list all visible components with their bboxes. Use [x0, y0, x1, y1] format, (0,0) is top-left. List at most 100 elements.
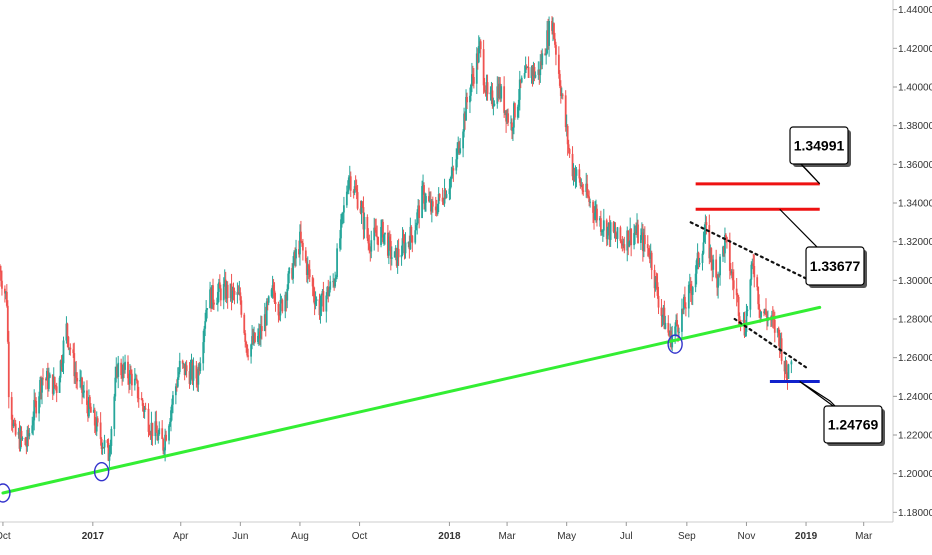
candle-body [668, 332, 671, 337]
candle-body [161, 428, 164, 439]
candle-body [443, 190, 446, 204]
candle-body [202, 342, 205, 364]
candle-body [605, 220, 608, 240]
candle-body [776, 328, 779, 333]
candle-body [188, 371, 191, 384]
candle-body [339, 238, 341, 249]
candle-body [471, 74, 474, 77]
candle-body [703, 235, 706, 243]
candle-body [273, 290, 276, 303]
candle-body [646, 244, 649, 249]
candle-body [79, 380, 82, 382]
candle-body [34, 399, 37, 401]
candle-body [429, 200, 432, 212]
candle-body [778, 335, 781, 349]
candle-body [87, 404, 89, 417]
y-tick-label: 1.28000 [898, 315, 932, 326]
candle-body [260, 326, 263, 332]
trendlines-layer [1, 221, 822, 495]
candle-body [548, 20, 550, 46]
candle-body [295, 249, 297, 259]
candle-body [72, 349, 75, 354]
candle-body [326, 287, 329, 296]
candle-body [332, 281, 335, 283]
candle-body [712, 259, 715, 270]
candle-body [313, 296, 316, 305]
candle-body [86, 390, 88, 405]
candle-body [612, 222, 615, 232]
candle-body [787, 364, 790, 379]
candle-body [284, 294, 287, 312]
candle-body [115, 366, 118, 378]
candle-body [353, 186, 356, 193]
candle-body [524, 66, 527, 74]
candle-body [499, 83, 502, 99]
candle-body [566, 125, 569, 145]
candle-body [507, 113, 509, 123]
candle-body [743, 319, 746, 336]
candle-body [218, 282, 221, 289]
candle-body [135, 378, 138, 381]
candle-body [496, 86, 499, 104]
candle-body [143, 408, 146, 412]
candle-body [745, 311, 748, 332]
candle-body [198, 367, 201, 372]
candle-body [430, 201, 433, 212]
candle-body [445, 194, 448, 198]
candle-body [544, 53, 547, 56]
candle-body [144, 408, 147, 410]
candle-body [431, 201, 434, 207]
candle-body [340, 219, 342, 239]
candle-body [319, 306, 322, 316]
candle-body [662, 307, 665, 316]
candle-body [702, 242, 705, 254]
candle-body [342, 212, 344, 214]
candle-body [253, 332, 255, 344]
candle-body [465, 96, 467, 121]
candle-body [14, 423, 17, 435]
x-tick-label: Oct [352, 531, 368, 542]
candle-body [523, 73, 526, 78]
candle-body [384, 232, 386, 235]
candle-body [300, 231, 302, 242]
candle-body [683, 296, 686, 308]
candle-body [129, 370, 131, 384]
candle-body [619, 227, 622, 241]
candle-body [759, 309, 762, 318]
candle-body [246, 344, 249, 356]
candle-body [395, 247, 398, 266]
callout-1.24769: 1.24769 [799, 380, 885, 446]
candle-body [172, 395, 174, 405]
green-trendline [1, 305, 822, 495]
candle-body [204, 321, 207, 329]
candle-body [538, 69, 541, 76]
candle-body [356, 192, 359, 209]
candle-body [13, 422, 16, 424]
candle-body [409, 226, 412, 250]
x-tick-label: 2018 [438, 531, 461, 542]
candle-body [18, 431, 21, 449]
candle-body [149, 434, 152, 436]
candle-body [669, 330, 672, 337]
candle-body [24, 437, 27, 446]
candle-body [677, 325, 679, 333]
candle-body [573, 169, 576, 181]
candle-body [719, 256, 721, 276]
callout-box [789, 126, 849, 165]
candle-body [164, 434, 167, 451]
candle-body [346, 190, 349, 192]
candle-body [404, 242, 407, 254]
candle-body [512, 127, 514, 131]
candle-body [195, 365, 198, 379]
candle-body [451, 168, 454, 176]
candle-body [47, 377, 50, 389]
candle-body [279, 300, 282, 316]
candle-body [491, 90, 494, 106]
candle-body [209, 289, 211, 309]
candle-body [107, 442, 110, 461]
candle-body [510, 122, 512, 124]
candle-body [567, 144, 570, 150]
candle-body [722, 246, 724, 257]
candle-body [244, 333, 247, 342]
